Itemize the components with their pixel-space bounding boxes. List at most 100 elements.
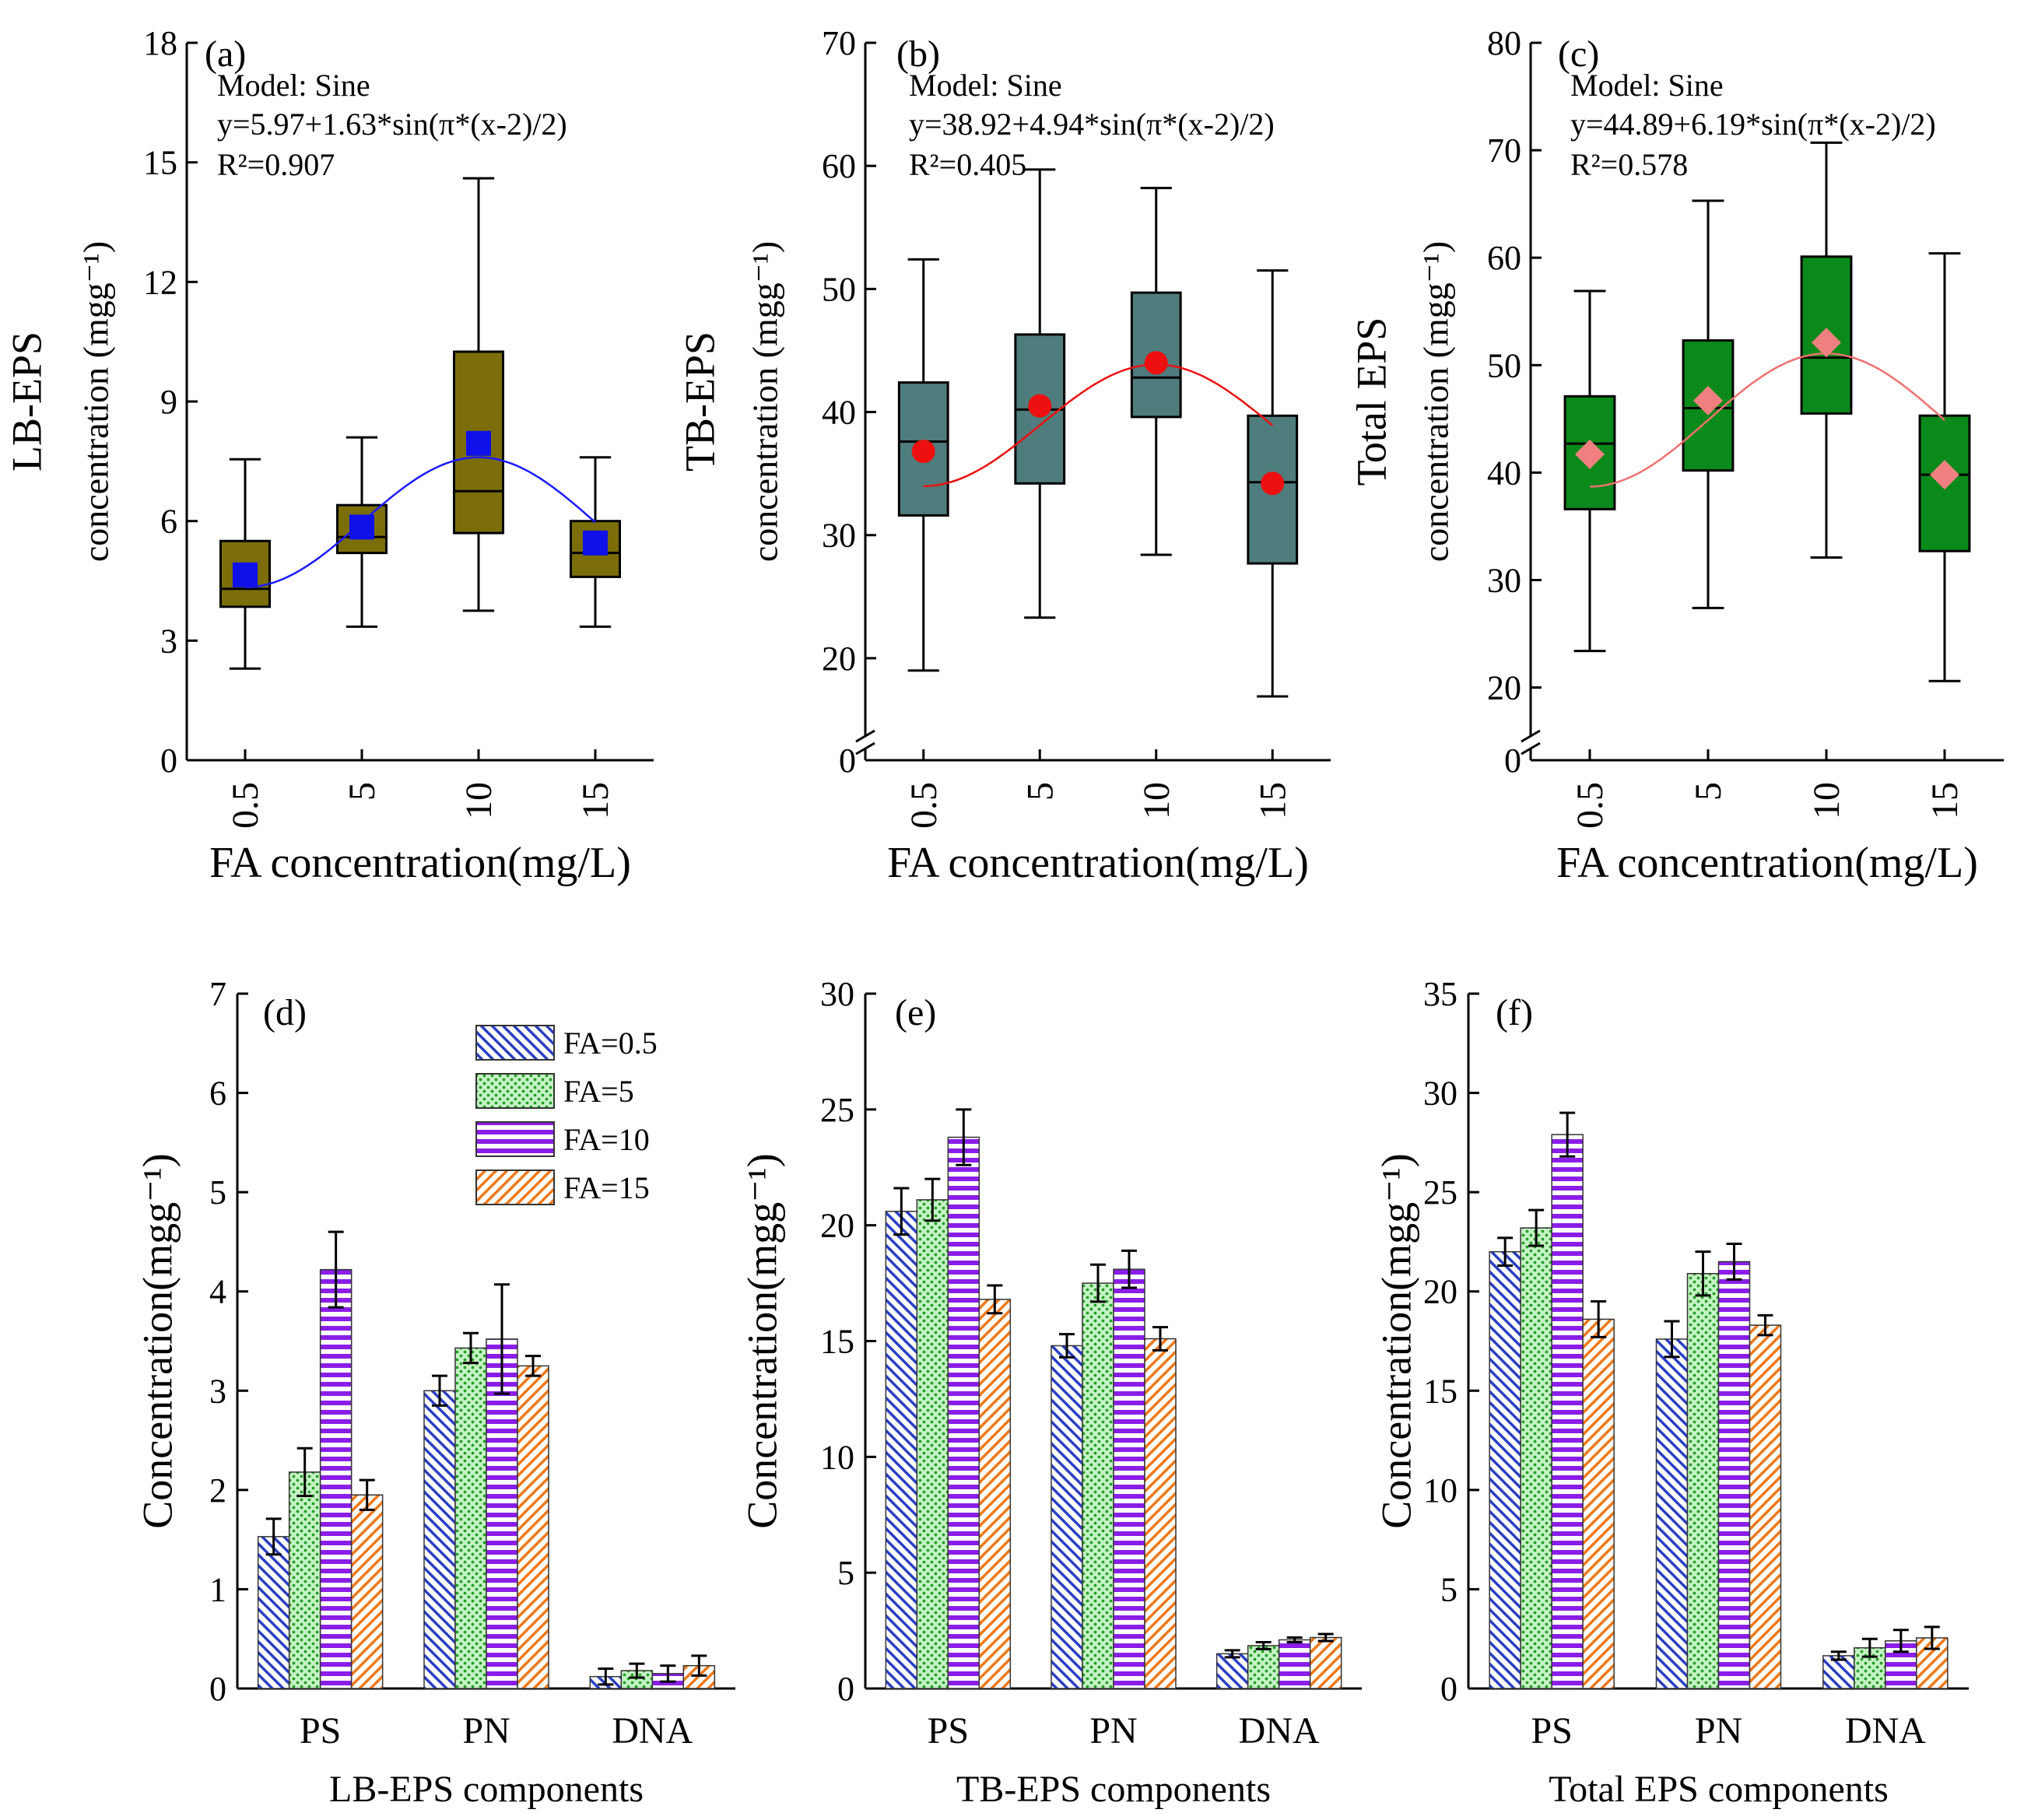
panel-label: (b)	[896, 33, 940, 75]
x-axis-label: FA concentration(mg/L)	[1556, 839, 1978, 887]
y-tick-label: 40	[1487, 454, 1521, 492]
bar	[257, 1536, 290, 1689]
y-tick-label: 0	[209, 1670, 226, 1708]
y-tick-label: 35	[1423, 975, 1457, 1013]
bar	[978, 1299, 1012, 1689]
y-tick-label: 30	[1423, 1075, 1457, 1113]
mean-marker	[233, 562, 258, 587]
bar	[1520, 1227, 1552, 1689]
legend-swatch	[475, 1073, 555, 1109]
bar	[1686, 1273, 1720, 1689]
y-tick-label: 20	[1423, 1273, 1457, 1311]
y-tick-label: 70	[822, 24, 856, 62]
y-axis-label-unit: concentration (mgg⁻¹)	[1416, 241, 1456, 562]
x-axis-label: LB-EPS components	[329, 1769, 644, 1810]
x-tick-label: PS	[1531, 1710, 1572, 1752]
y-tick-label: 3	[160, 622, 177, 660]
equation-label: y=44.89+6.19*sin(π*(x-2)/2)	[1570, 107, 1936, 142]
x-tick-label: 10	[458, 782, 500, 819]
mean-marker	[1575, 439, 1605, 469]
mean-marker	[1261, 472, 1285, 496]
panel-e-bar-chart: 0 5 10 15 20 25 30 PS PN DNA TB-EPS components Conc…	[738, 975, 1362, 1810]
x-axis-label: Total EPS components	[1549, 1769, 1889, 1810]
r-squared-label: R²=0.578	[1570, 147, 1688, 182]
x-tick-label: PN	[462, 1710, 510, 1752]
x-tick-label: 5	[342, 782, 383, 801]
y-tick-label: 20	[1487, 669, 1521, 707]
bar	[486, 1338, 518, 1689]
x-tick-label: 15	[1252, 782, 1293, 819]
y-tick-label: 30	[820, 975, 854, 1013]
y-tick-label: 10	[820, 1438, 854, 1476]
panel-label: (e)	[895, 992, 936, 1033]
mean-marker	[1812, 328, 1841, 358]
y-tick-label: 60	[1487, 239, 1521, 277]
y-tick-label: 80	[1487, 24, 1521, 62]
y-tick-label: 50	[822, 270, 856, 308]
x-tick-label: DNA	[1239, 1710, 1320, 1752]
x-axis-label: TB-EPS components	[956, 1769, 1271, 1810]
bar	[1717, 1261, 1751, 1689]
panel-label: (a)	[205, 33, 246, 75]
y-tick-label: 0	[1440, 1670, 1457, 1708]
panel-label: (c)	[1558, 33, 1599, 75]
y-axis-label: Total EPS	[1348, 317, 1394, 486]
x-tick-label: 0.5	[903, 782, 945, 829]
y-tick-label: 1	[209, 1570, 226, 1608]
bar	[1489, 1250, 1521, 1689]
bar	[1582, 1318, 1615, 1689]
bar	[1655, 1338, 1689, 1689]
panel-c-box-chart: 0 20 30 40 50 60 70 80 0.5 5 10 15 FA concentration(…	[1348, 24, 2004, 887]
bar	[1551, 1134, 1584, 1689]
bar	[1309, 1636, 1342, 1689]
model-label: Model: Sine	[909, 68, 1062, 103]
y-tick-label: 40	[822, 394, 856, 432]
axis-break-mark	[1521, 729, 1541, 756]
y-axis-label: Concentration(mgg⁻¹)	[1373, 1153, 1419, 1529]
bar	[517, 1365, 549, 1689]
y-tick-label: 6	[160, 503, 177, 541]
x-tick-label: 5	[1019, 782, 1061, 801]
bar	[1082, 1282, 1114, 1689]
legend-label: FA=0.5	[563, 1026, 658, 1061]
box	[1563, 395, 1616, 510]
sine-fit-curve	[244, 456, 596, 588]
y-tick-label: 5	[837, 1554, 854, 1592]
bar	[454, 1347, 487, 1689]
y-tick-label: 5	[209, 1173, 226, 1212]
y-tick-label: 2	[209, 1471, 226, 1510]
sine-fit-curve	[1589, 352, 1945, 488]
y-axis-label: LB-EPS	[3, 331, 50, 472]
y-tick-label: 4	[209, 1273, 226, 1311]
y-axis-label-unit: concentration (mgg⁻¹)	[76, 241, 116, 562]
bar	[885, 1211, 918, 1689]
y-tick-label: 0	[1504, 742, 1521, 780]
y-tick-label: 0	[160, 742, 177, 780]
sine-fit-curve	[923, 363, 1274, 488]
mean-marker	[349, 514, 374, 540]
bar	[1822, 1655, 1855, 1689]
y-tick-label: 15	[820, 1323, 854, 1361]
r-squared-label: R²=0.405	[909, 147, 1026, 182]
x-tick-label: 0.5	[1570, 782, 1611, 829]
y-tick-label: 0	[837, 1670, 854, 1708]
mean-marker	[583, 530, 608, 556]
y-tick-label: 20	[822, 640, 856, 678]
panel-b-box-chart: 0 20 30 40 50 60 70 0.5 5 10 15 FA concentration(mg…	[676, 24, 1331, 887]
bar	[1278, 1639, 1311, 1689]
y-tick-label: 5	[1440, 1570, 1457, 1608]
bar	[916, 1199, 949, 1689]
x-tick-label: 10	[1136, 782, 1177, 819]
model-label: Model: Sine	[217, 68, 370, 103]
panel-f-bar-chart: 0 5 10 15 20 25 30 35 PS PN DNA Total EPS component…	[1373, 975, 1969, 1810]
x-tick-label: DNA	[612, 1710, 693, 1752]
y-tick-label: 60	[822, 147, 856, 185]
y-tick-label: 50	[1487, 346, 1521, 384]
bar	[350, 1494, 384, 1689]
equation-label: y=5.97+1.63*sin(π*(x-2)/2)	[217, 107, 567, 142]
x-tick-label: 0.5	[225, 782, 266, 829]
bar	[1113, 1268, 1145, 1689]
bar	[947, 1136, 980, 1689]
mean-marker	[1693, 385, 1723, 416]
